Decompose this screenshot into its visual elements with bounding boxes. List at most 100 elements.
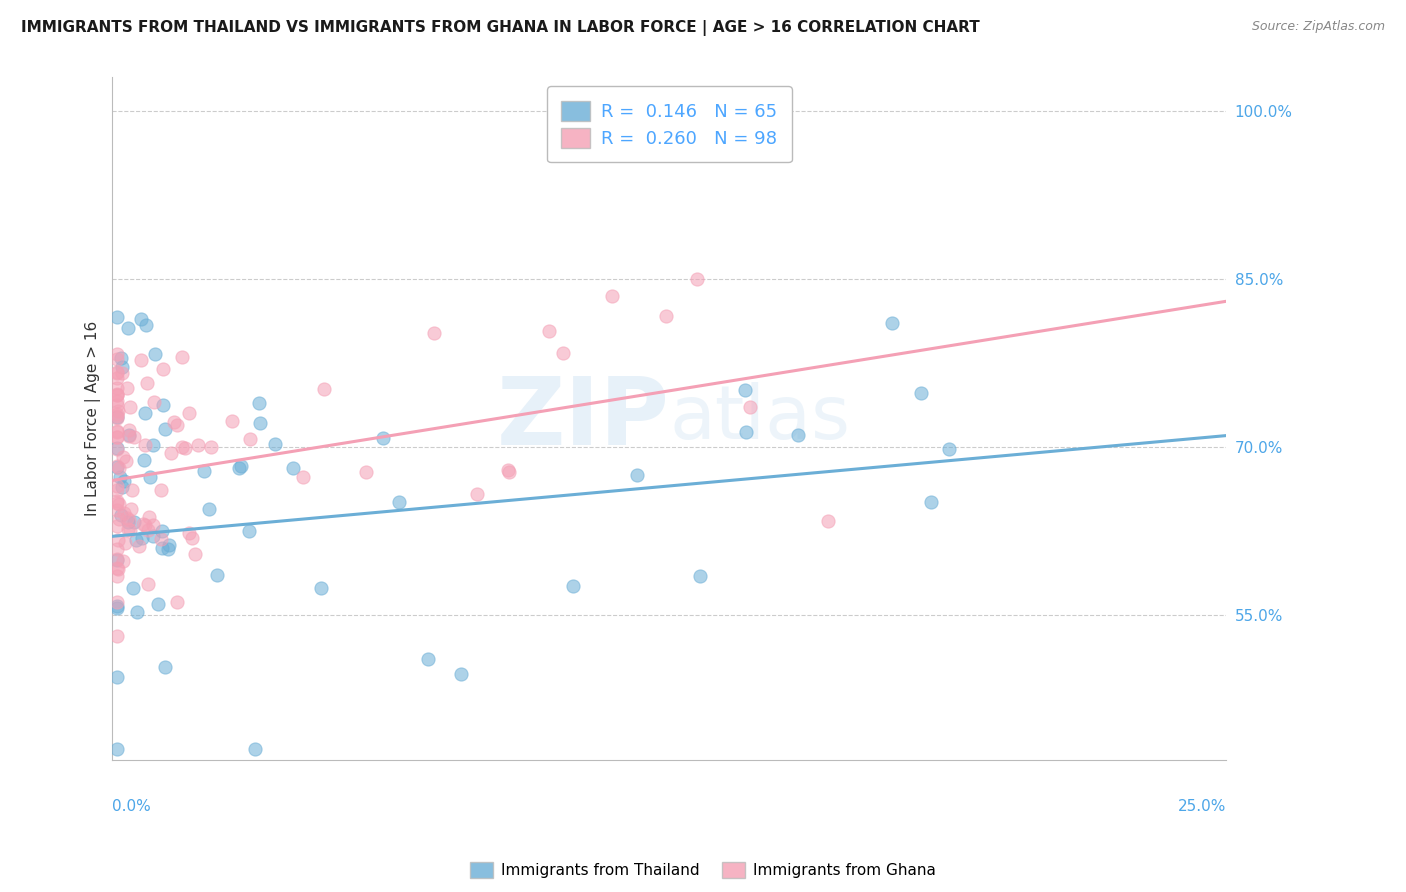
Point [134, 452, 156, 467]
Point [134, 518, 156, 533]
Point [110, 508, 132, 522]
Point [105, 442, 128, 457]
Point [128, 539, 150, 553]
Text: IMMIGRANTS FROM THAILAND VS IMMIGRANTS FROM GHANA IN LABOR FORCE | AGE > 16 CORR: IMMIGRANTS FROM THAILAND VS IMMIGRANTS F… [21, 20, 980, 36]
Point [111, 366, 134, 380]
Point [105, 496, 128, 510]
Point [105, 430, 128, 444]
Point [112, 474, 135, 488]
Point [170, 440, 193, 454]
Point [105, 371, 128, 385]
Point [553, 345, 575, 359]
Point [105, 568, 128, 582]
Point [110, 351, 132, 365]
Point [139, 470, 162, 484]
Point [166, 595, 188, 609]
Legend: Immigrants from Thailand, Immigrants from Ghana: Immigrants from Thailand, Immigrants fro… [464, 856, 942, 884]
Point [880, 317, 903, 331]
Point [153, 660, 176, 674]
Point [105, 459, 128, 474]
Point [152, 361, 174, 376]
Point [388, 494, 411, 508]
Point [111, 479, 134, 493]
Point [117, 515, 139, 529]
Point [105, 742, 128, 756]
Point [121, 483, 143, 498]
Point [138, 510, 160, 524]
Point [416, 651, 439, 665]
Point [118, 423, 141, 437]
Text: atlas: atlas [669, 383, 851, 455]
Point [107, 562, 129, 576]
Point [105, 552, 128, 566]
Point [817, 514, 839, 528]
Point [105, 552, 128, 566]
Y-axis label: In Labor Force | Age > 16: In Labor Force | Age > 16 [86, 321, 101, 516]
Point [229, 458, 252, 473]
Point [105, 594, 128, 608]
Point [115, 454, 138, 468]
Point [105, 424, 128, 438]
Point [105, 346, 128, 360]
Point [146, 598, 169, 612]
Point [115, 381, 138, 395]
Point [105, 599, 128, 613]
Point [738, 401, 761, 415]
Legend: R =  0.146   N = 65, R =  0.260   N = 98: R = 0.146 N = 65, R = 0.260 N = 98 [547, 87, 792, 162]
Point [105, 388, 128, 402]
Point [117, 320, 139, 334]
Point [107, 497, 129, 511]
Point [117, 522, 139, 536]
Point [108, 461, 131, 475]
Point [129, 353, 152, 368]
Point [105, 365, 128, 379]
Point [118, 523, 141, 537]
Point [239, 432, 262, 446]
Point [373, 431, 395, 445]
Point [118, 428, 141, 442]
Point [111, 359, 134, 374]
Point [143, 346, 166, 360]
Point [150, 524, 173, 538]
Point [138, 523, 160, 537]
Point [105, 310, 128, 324]
Point [105, 409, 128, 423]
Point [562, 579, 585, 593]
Point [105, 394, 128, 409]
Point [105, 367, 128, 381]
Point [135, 318, 157, 333]
Point [105, 670, 128, 684]
Point [111, 554, 134, 568]
Point [105, 352, 128, 367]
Point [105, 483, 128, 497]
Text: 25.0%: 25.0% [1178, 799, 1226, 814]
Point [149, 532, 172, 546]
Text: Source: ZipAtlas.com: Source: ZipAtlas.com [1251, 20, 1385, 33]
Point [122, 430, 145, 444]
Point [105, 409, 128, 424]
Point [734, 383, 756, 397]
Point [249, 416, 271, 430]
Point [686, 271, 709, 285]
Point [155, 422, 177, 436]
Point [105, 386, 128, 401]
Point [200, 440, 222, 454]
Point [786, 428, 808, 442]
Point [498, 466, 520, 480]
Point [105, 388, 128, 402]
Point [112, 450, 135, 464]
Point [132, 516, 155, 531]
Point [107, 533, 129, 547]
Point [143, 395, 166, 409]
Point [655, 309, 678, 323]
Point [107, 404, 129, 418]
Point [136, 577, 159, 591]
Point [159, 446, 181, 460]
Point [105, 502, 128, 516]
Point [247, 395, 270, 409]
Point [120, 501, 142, 516]
Point [205, 567, 228, 582]
Point [600, 289, 623, 303]
Point [314, 382, 336, 396]
Point [108, 511, 131, 525]
